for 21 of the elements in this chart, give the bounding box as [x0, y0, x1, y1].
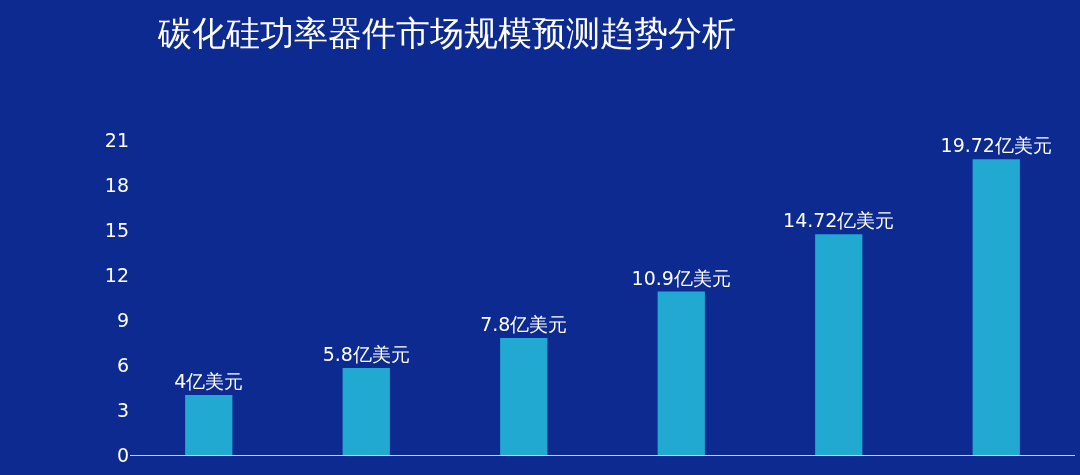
y-tick-label: 21 — [104, 128, 129, 151]
bar — [815, 234, 863, 455]
data-label: 19.72亿美元 — [940, 134, 1052, 157]
y-tick-label: 0 — [116, 443, 129, 466]
bar — [500, 338, 548, 455]
y-tick-label: 15 — [104, 218, 129, 241]
bar — [657, 291, 705, 455]
y-tick-label: 18 — [104, 173, 129, 196]
y-tick-label: 6 — [116, 353, 129, 376]
chart-title: 碳化硅功率器件市场规模预测趋势分析 — [156, 13, 736, 54]
data-label: 5.8亿美元 — [322, 343, 410, 365]
bar — [185, 395, 233, 455]
data-label: 7.8亿美元 — [480, 313, 568, 335]
y-tick-label: 3 — [116, 398, 129, 421]
data-label: 14.72亿美元 — [783, 209, 895, 232]
bar — [972, 159, 1020, 455]
data-label: 4亿美元 — [174, 370, 244, 392]
data-label: 10.9亿美元 — [631, 266, 731, 289]
y-tick-label: 9 — [116, 308, 129, 331]
y-tick-label: 12 — [104, 263, 129, 286]
bar — [342, 368, 390, 455]
